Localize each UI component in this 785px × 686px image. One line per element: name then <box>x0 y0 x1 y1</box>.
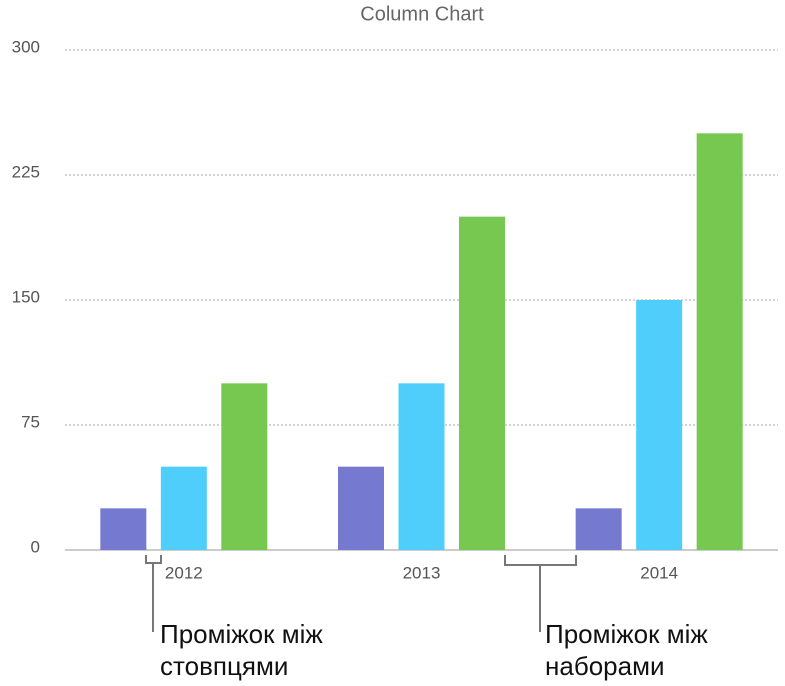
bracket <box>504 555 577 566</box>
x-tick-label: 2014 <box>640 563 678 582</box>
x-tick-label: 2012 <box>165 563 203 582</box>
bar <box>100 508 147 550</box>
bar <box>160 466 207 550</box>
bracket-groups <box>504 555 577 632</box>
bracket <box>145 555 162 564</box>
y-tick-label: 225 <box>12 162 40 181</box>
annotation: Проміжок між <box>545 619 708 649</box>
bar <box>636 300 683 550</box>
annotation: наборами <box>545 651 665 681</box>
bar <box>398 383 445 550</box>
bar <box>459 216 505 550</box>
annotation: Проміжок між <box>160 619 323 649</box>
y-tick-label: 75 <box>21 412 40 431</box>
bar <box>575 508 622 550</box>
y-tick-label: 150 <box>12 287 40 306</box>
annotation: стовпцями <box>160 651 288 681</box>
y-tick-label: 300 <box>12 37 40 56</box>
y-tick-label: 0 <box>31 537 40 556</box>
bar <box>221 383 268 550</box>
bar <box>696 133 743 551</box>
x-tick-label: 2013 <box>403 563 441 582</box>
bar <box>338 466 384 550</box>
bracket-bars <box>145 555 162 632</box>
chart-title: Column Chart <box>360 3 484 25</box>
